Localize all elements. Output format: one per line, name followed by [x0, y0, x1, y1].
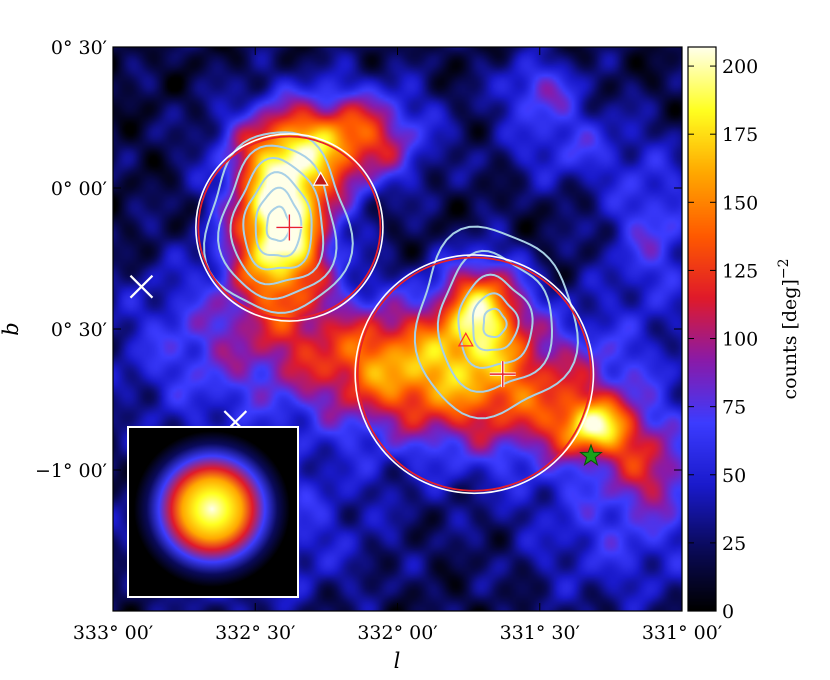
y-tick-label: −1° 00′ [35, 460, 107, 482]
source-circle [197, 135, 382, 320]
psf-blob [134, 431, 290, 587]
x-tick-label: 331° 30′ [500, 622, 580, 644]
x-tick-label: 332° 00′ [357, 622, 437, 644]
colorbar-tick-label: 200 [722, 56, 758, 78]
x-axis-ticks: 333° 00′ 332° 30′ 332° 00′ 331° 30′ 331° 00′ [73, 47, 722, 644]
x-marker [129, 274, 154, 299]
y-axis-label: b [0, 322, 23, 335]
colorbar-tick-label: 50 [722, 465, 746, 487]
colorbar-gradient [688, 47, 716, 611]
contour-line [217, 144, 338, 301]
contour-line [482, 307, 508, 338]
colorbar-ticks: 0 25 50 75 100 125 150 175 200 [688, 56, 758, 623]
triangle-marker [312, 171, 329, 186]
colorbar-tick-label: 25 [722, 533, 746, 555]
contour-line [242, 171, 313, 271]
colorbar-tick-label: 175 [722, 124, 758, 146]
contour-line [254, 186, 303, 258]
y-tick-label: 0° 30′ [51, 319, 107, 341]
colorbar-label-text: counts [deg] [779, 279, 801, 399]
star-marker [579, 443, 603, 467]
colorbar: 0 25 50 75 100 125 150 175 200 counts [deg]−2 [687, 46, 801, 623]
colorbar-tick-label: 0 [722, 601, 734, 623]
y-tick-label: 0° 00′ [51, 178, 107, 200]
colorbar-label-exponent: −2 [776, 258, 792, 279]
source-circle-outer [195, 133, 384, 322]
contour-line [203, 131, 354, 314]
colorbar-tick-label: 75 [722, 397, 746, 419]
psf-inset [127, 426, 299, 598]
contour-line [457, 273, 534, 369]
source-circles [195, 133, 595, 495]
contour-lines [203, 131, 579, 420]
x-tick-label: 332° 30′ [215, 622, 295, 644]
x-tick-label: 333° 00′ [73, 622, 153, 644]
contour-line [471, 292, 520, 352]
x-tick-label: 331° 00′ [642, 622, 722, 644]
source-circle [356, 256, 592, 492]
colorbar-tick-label: 150 [722, 192, 758, 214]
colorbar-label: counts [deg]−2 [776, 258, 801, 399]
centroid-cross [489, 361, 516, 388]
colorbar-frame [687, 46, 717, 612]
triangle-marker [457, 332, 474, 347]
centroid-cross [276, 214, 303, 241]
x-axis-label: l [394, 649, 401, 673]
contour-line [265, 205, 291, 243]
contour-line [436, 249, 554, 393]
y-axis-ticks: 0° 30′ 0° 00′ 0° 30′ −1° 00′ [35, 37, 682, 482]
source-circle-outer [354, 254, 595, 495]
plot-area: 333° 00′ 332° 30′ 332° 00′ 331° 30′ 331° 00′… [0, 37, 722, 673]
colorbar-tick-label: 125 [722, 260, 758, 282]
colorbar-tick-label: 100 [722, 329, 758, 351]
contour-line [229, 156, 325, 286]
y-tick-label: 0° 30′ [51, 37, 107, 59]
contour-line [413, 225, 579, 420]
